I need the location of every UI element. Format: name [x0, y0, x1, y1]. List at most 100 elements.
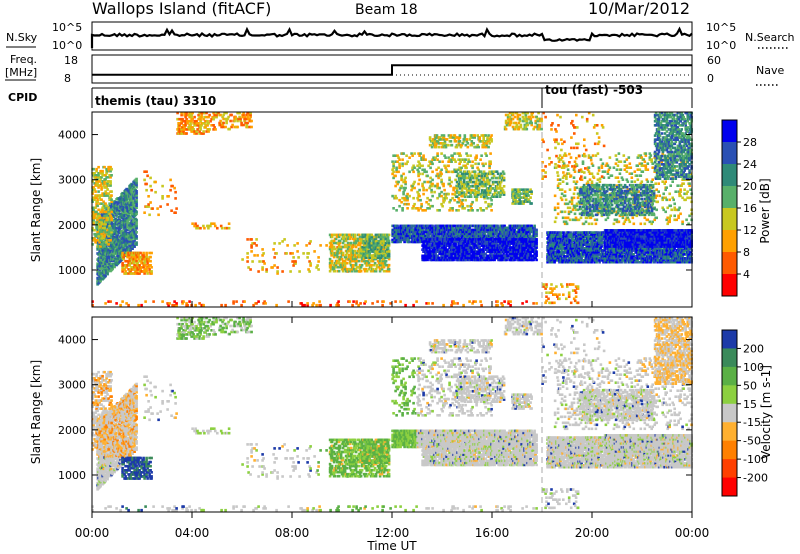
power-cell — [93, 172, 96, 175]
power-cell — [204, 126, 207, 129]
power-cell — [403, 188, 406, 192]
power-cell — [431, 238, 434, 241]
power-cell — [194, 224, 197, 228]
power-cell — [463, 226, 466, 230]
power-cell — [497, 252, 500, 256]
power-cell — [502, 252, 505, 256]
power-cell — [329, 265, 333, 269]
power-cell — [425, 170, 428, 174]
power-cell — [413, 230, 416, 234]
power-cell — [249, 111, 252, 115]
power-cell — [439, 248, 442, 251]
power-cell — [391, 194, 394, 198]
power-cell — [135, 259, 138, 263]
power-cell — [135, 226, 138, 230]
power-cell — [169, 188, 172, 192]
power-cell — [105, 214, 108, 218]
power-cell — [95, 239, 98, 242]
power-cell — [176, 117, 179, 121]
power-cell — [434, 252, 437, 256]
power-cell — [379, 241, 383, 245]
power-cell — [387, 254, 391, 257]
power-cell — [359, 302, 362, 305]
power-cell — [414, 207, 417, 210]
power-cell — [385, 269, 389, 273]
power-cell — [329, 241, 333, 245]
power-cell — [100, 202, 103, 205]
power-cell — [380, 246, 384, 249]
power-cell — [348, 233, 352, 237]
power-cell — [478, 236, 481, 240]
power-cell — [426, 180, 429, 184]
power-cell — [92, 186, 95, 189]
power-cell — [444, 194, 447, 198]
power-cell — [317, 260, 320, 263]
power-cell — [450, 303, 453, 307]
power-cell — [368, 263, 372, 267]
power-cell — [354, 256, 357, 259]
power-cell — [296, 242, 299, 245]
power-cell — [431, 258, 434, 262]
power-cell — [503, 300, 506, 303]
power-cell — [438, 240, 441, 243]
power-cell — [161, 197, 164, 200]
power-cell — [367, 267, 371, 271]
power-cell — [247, 266, 250, 269]
date-label: 10/Mar/2012 — [588, 0, 690, 18]
power-cell — [394, 184, 397, 188]
power-cell — [113, 224, 116, 228]
power-cell — [503, 248, 506, 251]
power-cell — [225, 119, 228, 123]
power-cell — [369, 245, 373, 249]
power-cell — [95, 232, 98, 236]
power-cell — [485, 226, 488, 230]
power-cell — [121, 270, 124, 273]
power-cell — [345, 233, 349, 237]
power-cell — [449, 184, 452, 188]
power-cell — [387, 257, 391, 261]
power-cell — [108, 198, 111, 201]
power-cell — [94, 241, 97, 244]
power-cell — [219, 123, 222, 127]
power-cell — [167, 195, 170, 198]
power-cell — [143, 259, 146, 263]
power-cell — [452, 224, 455, 228]
power-cell — [518, 232, 521, 236]
power-cell — [200, 113, 203, 117]
power-cell — [337, 269, 341, 273]
power-cell — [358, 255, 362, 259]
power-cell — [110, 200, 113, 203]
power-cell — [455, 209, 458, 212]
power-cell — [341, 241, 345, 245]
power-cell — [128, 253, 131, 257]
power-cell — [428, 244, 431, 247]
power-cell — [145, 170, 148, 173]
power-cell — [520, 230, 523, 234]
power-cell — [509, 224, 512, 228]
power-cell — [103, 226, 106, 230]
power-cell — [222, 125, 225, 129]
power-cell — [462, 252, 465, 256]
power-cell — [121, 191, 124, 195]
power-cell — [104, 230, 107, 234]
power-cell — [140, 266, 143, 269]
power-cell — [380, 261, 384, 265]
power-cell — [500, 250, 503, 253]
power-cell — [344, 269, 348, 273]
power-cell — [454, 252, 457, 256]
power-cell — [441, 204, 444, 208]
power-cell — [430, 246, 433, 249]
power-cell — [110, 198, 113, 201]
power-cell — [359, 247, 363, 251]
power-cell — [467, 248, 470, 251]
power-cell — [480, 303, 483, 307]
power-cell — [348, 300, 351, 303]
power-cell — [482, 250, 485, 253]
power-cell — [459, 234, 462, 238]
power-cell — [135, 241, 138, 244]
power-cell — [352, 255, 356, 259]
power-cell — [387, 269, 391, 273]
power-cell — [520, 238, 523, 241]
power-cell — [361, 235, 364, 239]
power-cell — [511, 246, 514, 249]
